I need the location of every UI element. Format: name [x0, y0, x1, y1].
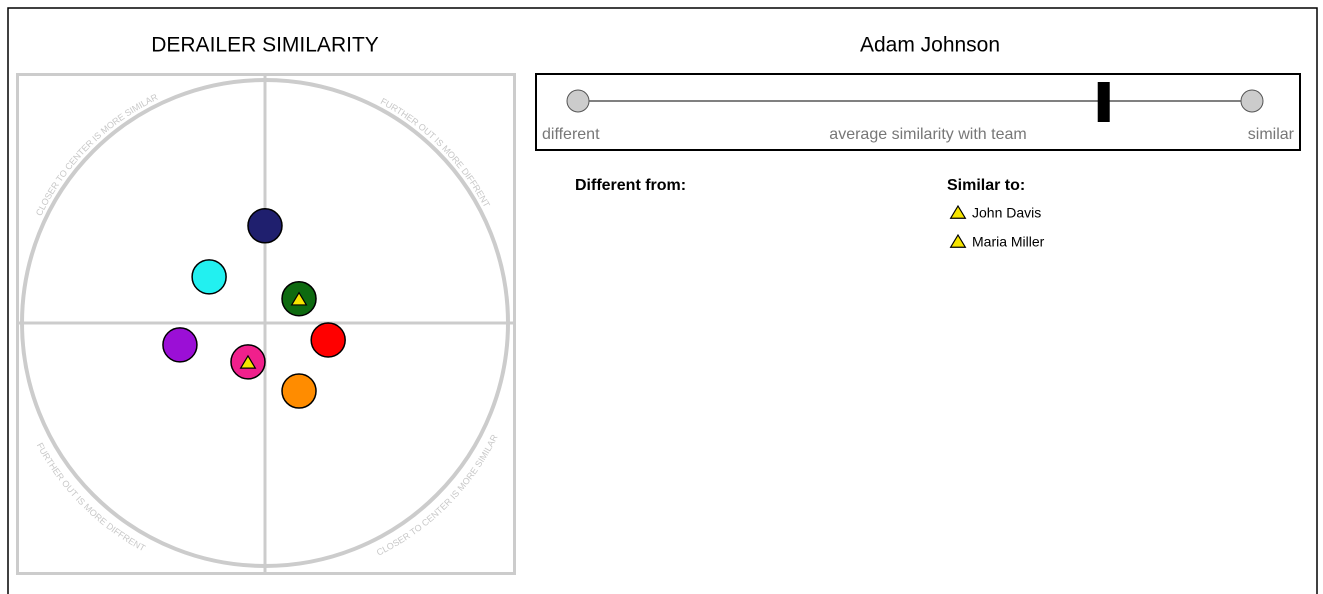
similar-marker — [290, 291, 308, 306]
list-icon — [949, 233, 967, 248]
slider-box — [535, 73, 1301, 151]
list-heading: Similar to: — [947, 177, 1025, 194]
arc-labels: CLOSER TO CENTER IS MORE SIMILAR FURTHER… — [34, 92, 500, 558]
arc-label: FURTHER OUT IS MORE DIFFRENT — [379, 96, 492, 209]
slider-right-label: similar — [1248, 126, 1295, 143]
slider-left-label: different — [542, 126, 600, 143]
frame — [7, 7, 1318, 594]
team-member-dot — [191, 259, 227, 295]
list-icon — [949, 204, 967, 219]
arc-label-text: FURTHER OUT IS MORE DIFFRENT — [379, 96, 492, 209]
list-heading: Different from: — [575, 177, 686, 194]
list-item: Maria Miller — [972, 234, 1045, 250]
slider-end — [1240, 89, 1264, 113]
team-member-dot — [310, 322, 346, 358]
list-item: John Davis — [972, 205, 1041, 221]
arc-label-text: FURTHER OUT IS MORE DIFFRENT — [34, 441, 147, 554]
plot-title: DERAILER SIMILARITY — [151, 34, 379, 57]
slider-center-label: average similarity with team — [829, 126, 1026, 143]
similar-marker — [239, 354, 257, 369]
team-member-dot — [247, 208, 283, 244]
arc-label: CLOSER TO CENTER IS MORE SIMILAR — [34, 92, 160, 218]
arc-label: FURTHER OUT IS MORE DIFFRENT — [34, 441, 147, 554]
arc-label-text: CLOSER TO CENTER IS MORE SIMILAR — [34, 92, 160, 218]
slider-marker — [1097, 82, 1110, 122]
person-name: Adam Johnson — [860, 34, 1000, 57]
team-member-dot — [281, 373, 317, 409]
plot-frame — [16, 73, 516, 575]
plot-circle — [20, 78, 510, 568]
team-member-dot — [162, 327, 198, 363]
slider-end — [566, 89, 590, 113]
